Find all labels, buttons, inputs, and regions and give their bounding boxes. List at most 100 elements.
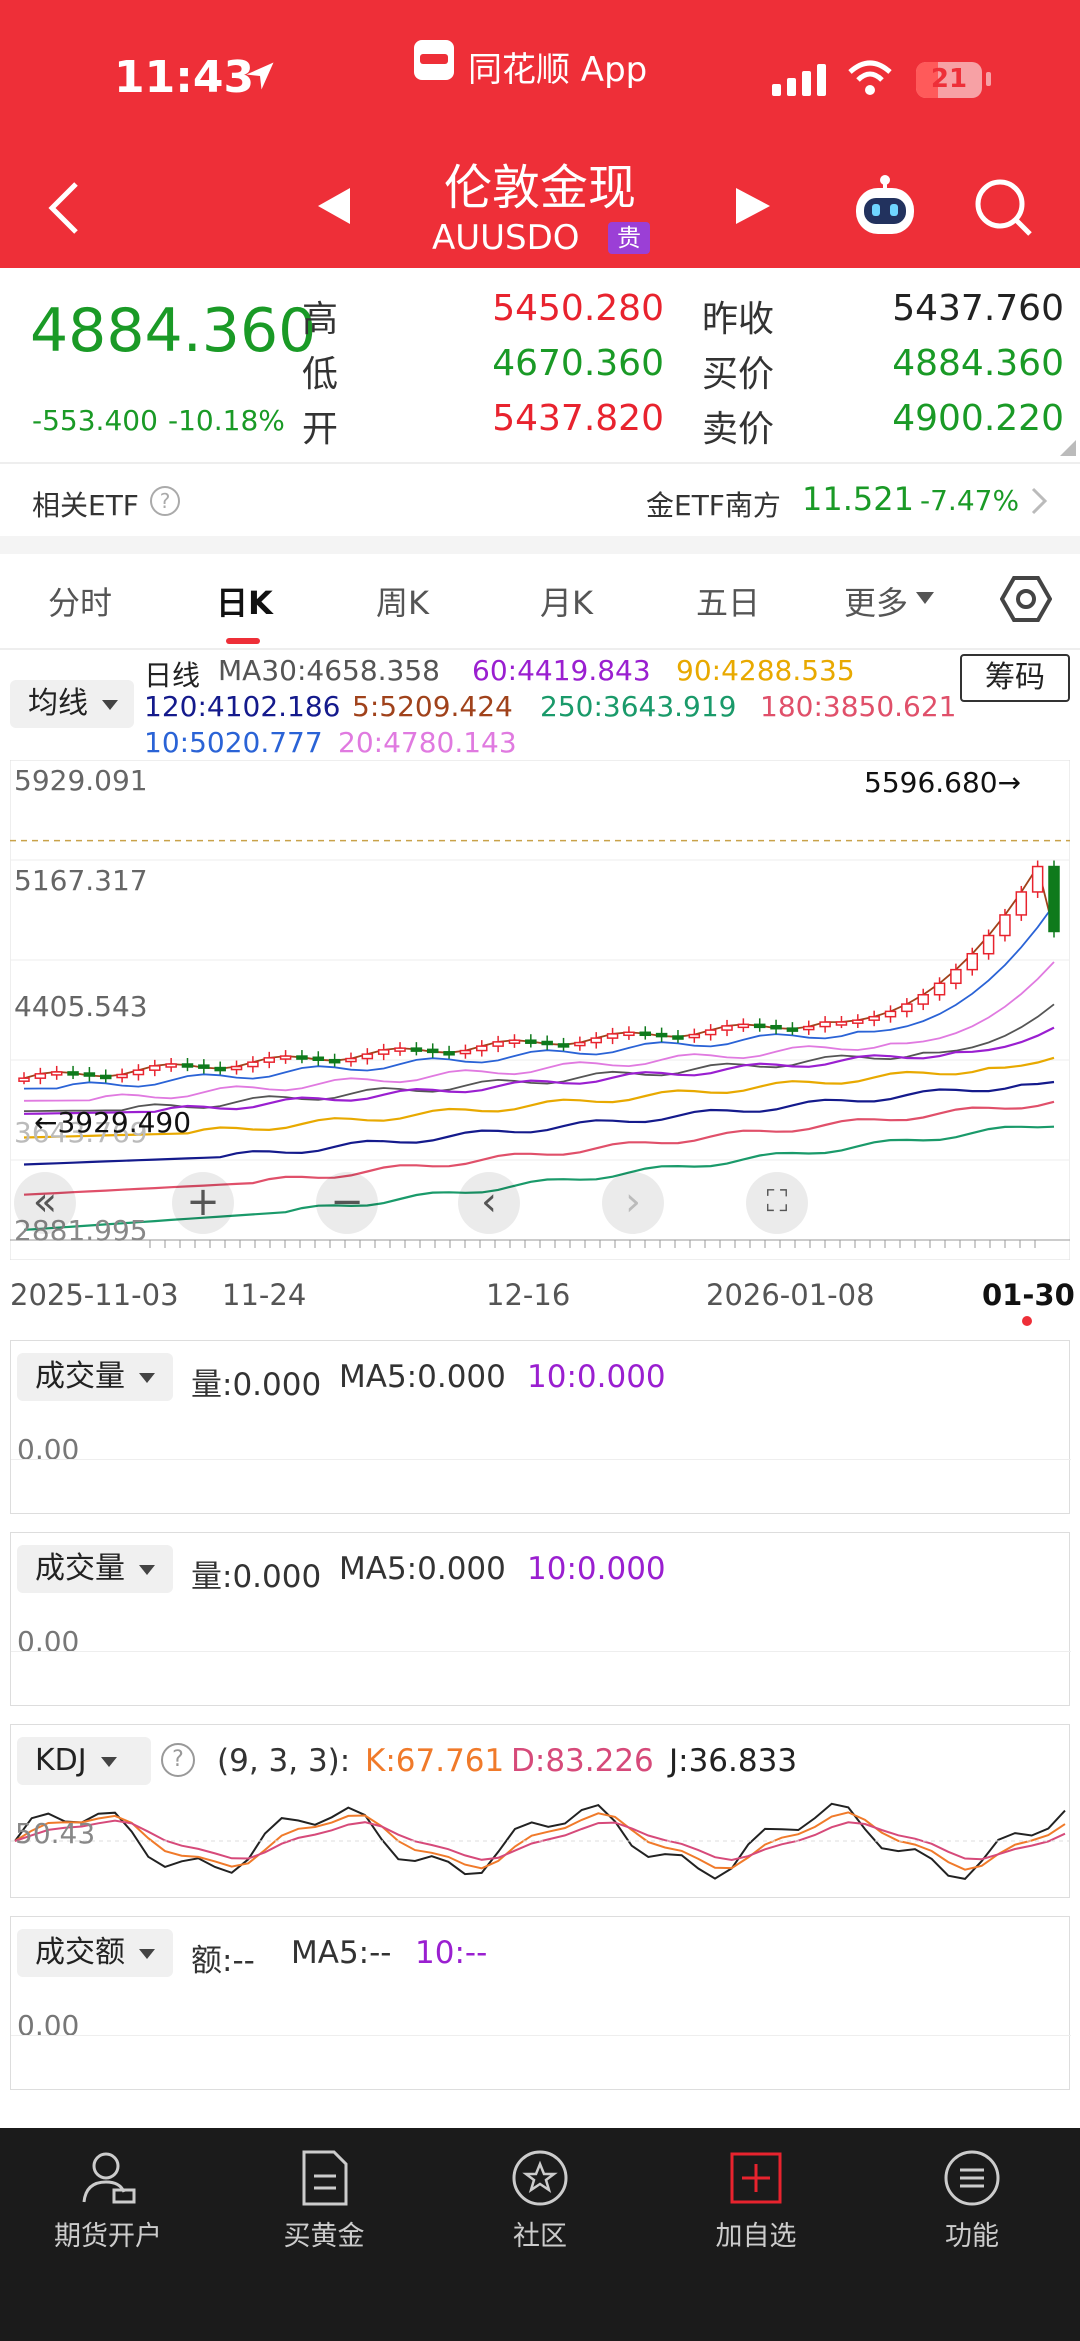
- prev-instrument-icon[interactable]: [318, 188, 352, 224]
- candlestick-chart[interactable]: [10, 760, 1070, 1260]
- kdj-k: K:67.761: [365, 1743, 505, 1779]
- nav-functions[interactable]: 功能: [864, 2128, 1080, 2341]
- bid-label: 买价: [702, 354, 775, 395]
- scroll-left-icon[interactable]: ‹: [458, 1172, 520, 1234]
- volume-zero-label: 0.00: [17, 1625, 80, 1658]
- app-header: 11:43 同花顺 App 21 伦敦金现 AUUSDO 贵: [0, 0, 1080, 268]
- ma-value: 180:3850.621: [760, 690, 957, 723]
- panel-selector[interactable]: 成交量: [17, 1545, 173, 1593]
- status-time: 11:43: [114, 52, 255, 103]
- kdj-j: J:36.833: [669, 1743, 798, 1779]
- ask-label: 卖价: [702, 409, 775, 450]
- turnover-zero-label: 0.00: [17, 2009, 80, 2042]
- volume-ma10: 10:0.000: [527, 1359, 666, 1395]
- nav-buy-gold[interactable]: 买黄金: [216, 2128, 432, 2341]
- last-price: 4884.360: [30, 296, 317, 366]
- y-tick-label: 3643.769: [14, 1116, 148, 1149]
- tab-more[interactable]: 更多: [844, 584, 909, 622]
- tab-intraday[interactable]: 分时: [48, 584, 113, 622]
- scroll-left-fast-icon[interactable]: «: [14, 1172, 76, 1234]
- indicator-selector-label: 均线: [28, 686, 88, 721]
- panel-selector-label: KDJ: [35, 1743, 87, 1778]
- instrument-code: AUUSDO: [432, 218, 580, 258]
- ma-value: 10:5020.777: [144, 726, 323, 759]
- panel-selector[interactable]: 成交量: [17, 1353, 173, 1401]
- location-arrow-icon: [246, 62, 274, 90]
- volume-panel-2: 成交量 量:0.000 MA5:0.000 10:0.000 0.00: [10, 1532, 1071, 1706]
- battery-icon: 21: [916, 62, 982, 98]
- volume-stat: 量:0.000: [191, 1559, 322, 1595]
- chip-distribution-button[interactable]: 筹码: [960, 654, 1070, 702]
- add-watchlist-icon: [730, 2152, 782, 2204]
- kdj-d: D:83.226: [511, 1743, 654, 1779]
- kdj-help-icon[interactable]: ?: [161, 1743, 195, 1777]
- ma-value: 250:3643.919: [540, 690, 737, 723]
- kdj-params: (9, 3, 3):: [217, 1743, 351, 1779]
- more-dropdown-icon: [916, 592, 934, 604]
- battery-level: 21: [930, 64, 968, 94]
- fullscreen-icon[interactable]: ⛶: [746, 1172, 808, 1234]
- settings-icon[interactable]: [1000, 574, 1052, 624]
- tab-monthly-k[interactable]: 月K: [540, 584, 593, 622]
- tab-daily-k[interactable]: 日K: [216, 584, 273, 622]
- next-instrument-icon[interactable]: [736, 188, 770, 224]
- nav-community[interactable]: 社区: [432, 2128, 648, 2341]
- tab-five-day[interactable]: 五日: [696, 584, 761, 622]
- expand-corner-icon[interactable]: [1060, 440, 1076, 456]
- volume-ma10: 10:0.000: [527, 1551, 666, 1587]
- ma-value: 120:4102.186: [144, 690, 341, 723]
- panel-selector[interactable]: 成交额: [17, 1929, 173, 1977]
- ma-value: 20:4780.143: [338, 726, 517, 759]
- low-label: 低: [302, 354, 339, 395]
- volume-stat: 量:0.000: [191, 1367, 322, 1403]
- nav-futures-account[interactable]: 期货开户: [0, 2128, 216, 2341]
- indicator-selector[interactable]: 均线: [10, 680, 134, 728]
- ma-value: 60:4419.843: [472, 654, 651, 687]
- zoom-in-icon[interactable]: +: [172, 1172, 234, 1234]
- volume-zero-label: 0.00: [17, 1433, 80, 1466]
- min-price-label: ←3929.490: [34, 1106, 192, 1139]
- open-label: 开: [302, 409, 339, 450]
- signal-icon: [772, 64, 826, 96]
- current-date-dot: [1022, 1316, 1032, 1326]
- app-logo-icon: [414, 40, 454, 80]
- low-value: 4670.360: [492, 343, 664, 384]
- max-price-label: 5596.680→: [864, 766, 1022, 799]
- status-app-name: 同花顺 App: [468, 50, 648, 90]
- x-tick-label: 01-30: [982, 1278, 1075, 1312]
- ma-value: 90:4288.535: [676, 654, 855, 687]
- x-tick-label: 11-24: [222, 1278, 307, 1312]
- x-tick-label: 2025-11-03: [10, 1278, 179, 1312]
- document-icon: [302, 2150, 348, 2206]
- turnover-panel: 成交额 额:-- MA5:-- 10:-- 0.00: [10, 1916, 1071, 2090]
- y-tick-label: 4405.543: [14, 990, 148, 1023]
- nav-label: 功能: [945, 2221, 999, 2252]
- ma-value: 5:5209.424: [352, 690, 513, 723]
- related-etf-row[interactable]: 相关ETF ? 金ETF南方 11.521 -7.47%: [0, 466, 1080, 536]
- nav-label: 期货开户: [54, 2221, 162, 2252]
- nav-label: 加自选: [715, 2221, 797, 2252]
- nav-add-watchlist[interactable]: 加自选: [648, 2128, 864, 2341]
- panel-selector[interactable]: KDJ: [17, 1737, 151, 1785]
- scroll-right-icon[interactable]: ›: [602, 1172, 664, 1234]
- menu-icon: [944, 2150, 1000, 2206]
- tab-weekly-k[interactable]: 周K: [376, 584, 429, 622]
- etf-name: 金ETF南方: [646, 489, 781, 522]
- etf-label: 相关ETF: [32, 489, 139, 522]
- kdj-level-label: 50.43: [15, 1817, 96, 1850]
- x-tick-label: 2026-01-08: [706, 1278, 875, 1312]
- prev-close-value: 5437.760: [892, 288, 1064, 329]
- y-tick-label: 5929.091: [14, 764, 148, 797]
- zoom-out-icon[interactable]: −: [316, 1172, 378, 1234]
- turnover-ma10: 10:--: [415, 1935, 488, 1971]
- robot-assistant-icon[interactable]: [850, 172, 920, 238]
- panel-selector-label: 成交量: [35, 1551, 125, 1586]
- prev-close-label: 昨收: [702, 299, 775, 340]
- page-title: 伦敦金现: [443, 160, 636, 216]
- help-icon[interactable]: ?: [150, 486, 180, 516]
- search-icon[interactable]: [972, 176, 1034, 238]
- wifi-icon: [848, 60, 892, 95]
- volume-ma5: MA5:0.000: [339, 1551, 506, 1587]
- back-icon[interactable]: [46, 180, 82, 236]
- y-tick-label: 2881.995: [14, 1214, 148, 1247]
